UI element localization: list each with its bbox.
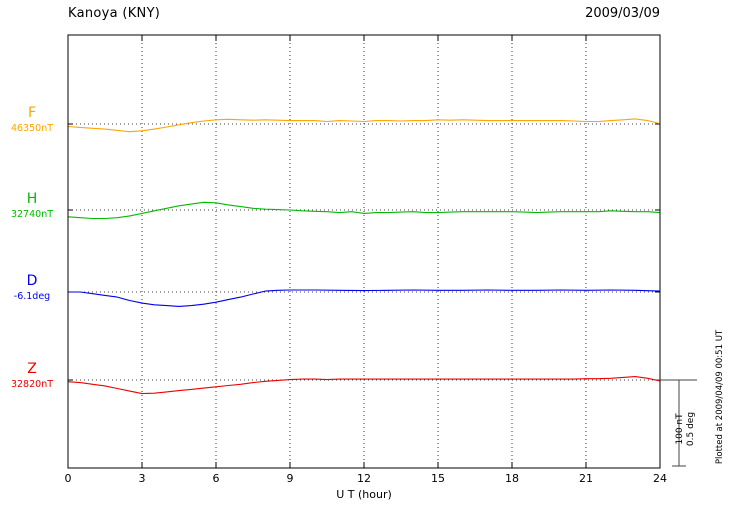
trace-label-F: F 46350nT bbox=[2, 106, 62, 134]
svg-text:24: 24 bbox=[653, 472, 667, 485]
x-axis-label: U T (hour) bbox=[336, 488, 392, 501]
svg-text:6: 6 bbox=[213, 472, 220, 485]
svg-text:15: 15 bbox=[431, 472, 445, 485]
plot-date: 2009/03/09 bbox=[585, 6, 660, 21]
svg-text:12: 12 bbox=[357, 472, 371, 485]
trace-baseline-Z: 32820nT bbox=[10, 379, 54, 390]
scale-nt-label: 100 nT bbox=[675, 413, 685, 445]
trace-label-H: H 32740nT bbox=[2, 192, 62, 220]
plotted-at-note: Plotted at 2009/04/09 00:51 UT bbox=[715, 329, 725, 465]
svg-text:9: 9 bbox=[287, 472, 294, 485]
scale-deg-label: 0.5 deg bbox=[686, 411, 696, 447]
trace-letter-F: F bbox=[27, 105, 37, 121]
trace-label-Z: Z 32820nT bbox=[2, 362, 62, 390]
trace-baseline-H: 32740nT bbox=[10, 209, 54, 220]
svg-text:21: 21 bbox=[579, 472, 593, 485]
trace-label-D: D -6.1deg bbox=[2, 274, 62, 302]
svg-text:0: 0 bbox=[65, 472, 72, 485]
trace-baseline-F: 46350nT bbox=[10, 123, 54, 134]
trace-letter-H: H bbox=[26, 191, 38, 207]
svg-text:3: 3 bbox=[139, 472, 146, 485]
scale-bar-label: 100 nT 0.5 deg bbox=[675, 389, 699, 469]
trace-letter-Z: Z bbox=[27, 361, 37, 377]
station-title: Kanoya (KNY) bbox=[68, 6, 161, 21]
trace-letter-D: D bbox=[26, 273, 38, 289]
svg-text:18: 18 bbox=[505, 472, 519, 485]
trace-baseline-D: -6.1deg bbox=[13, 291, 51, 302]
